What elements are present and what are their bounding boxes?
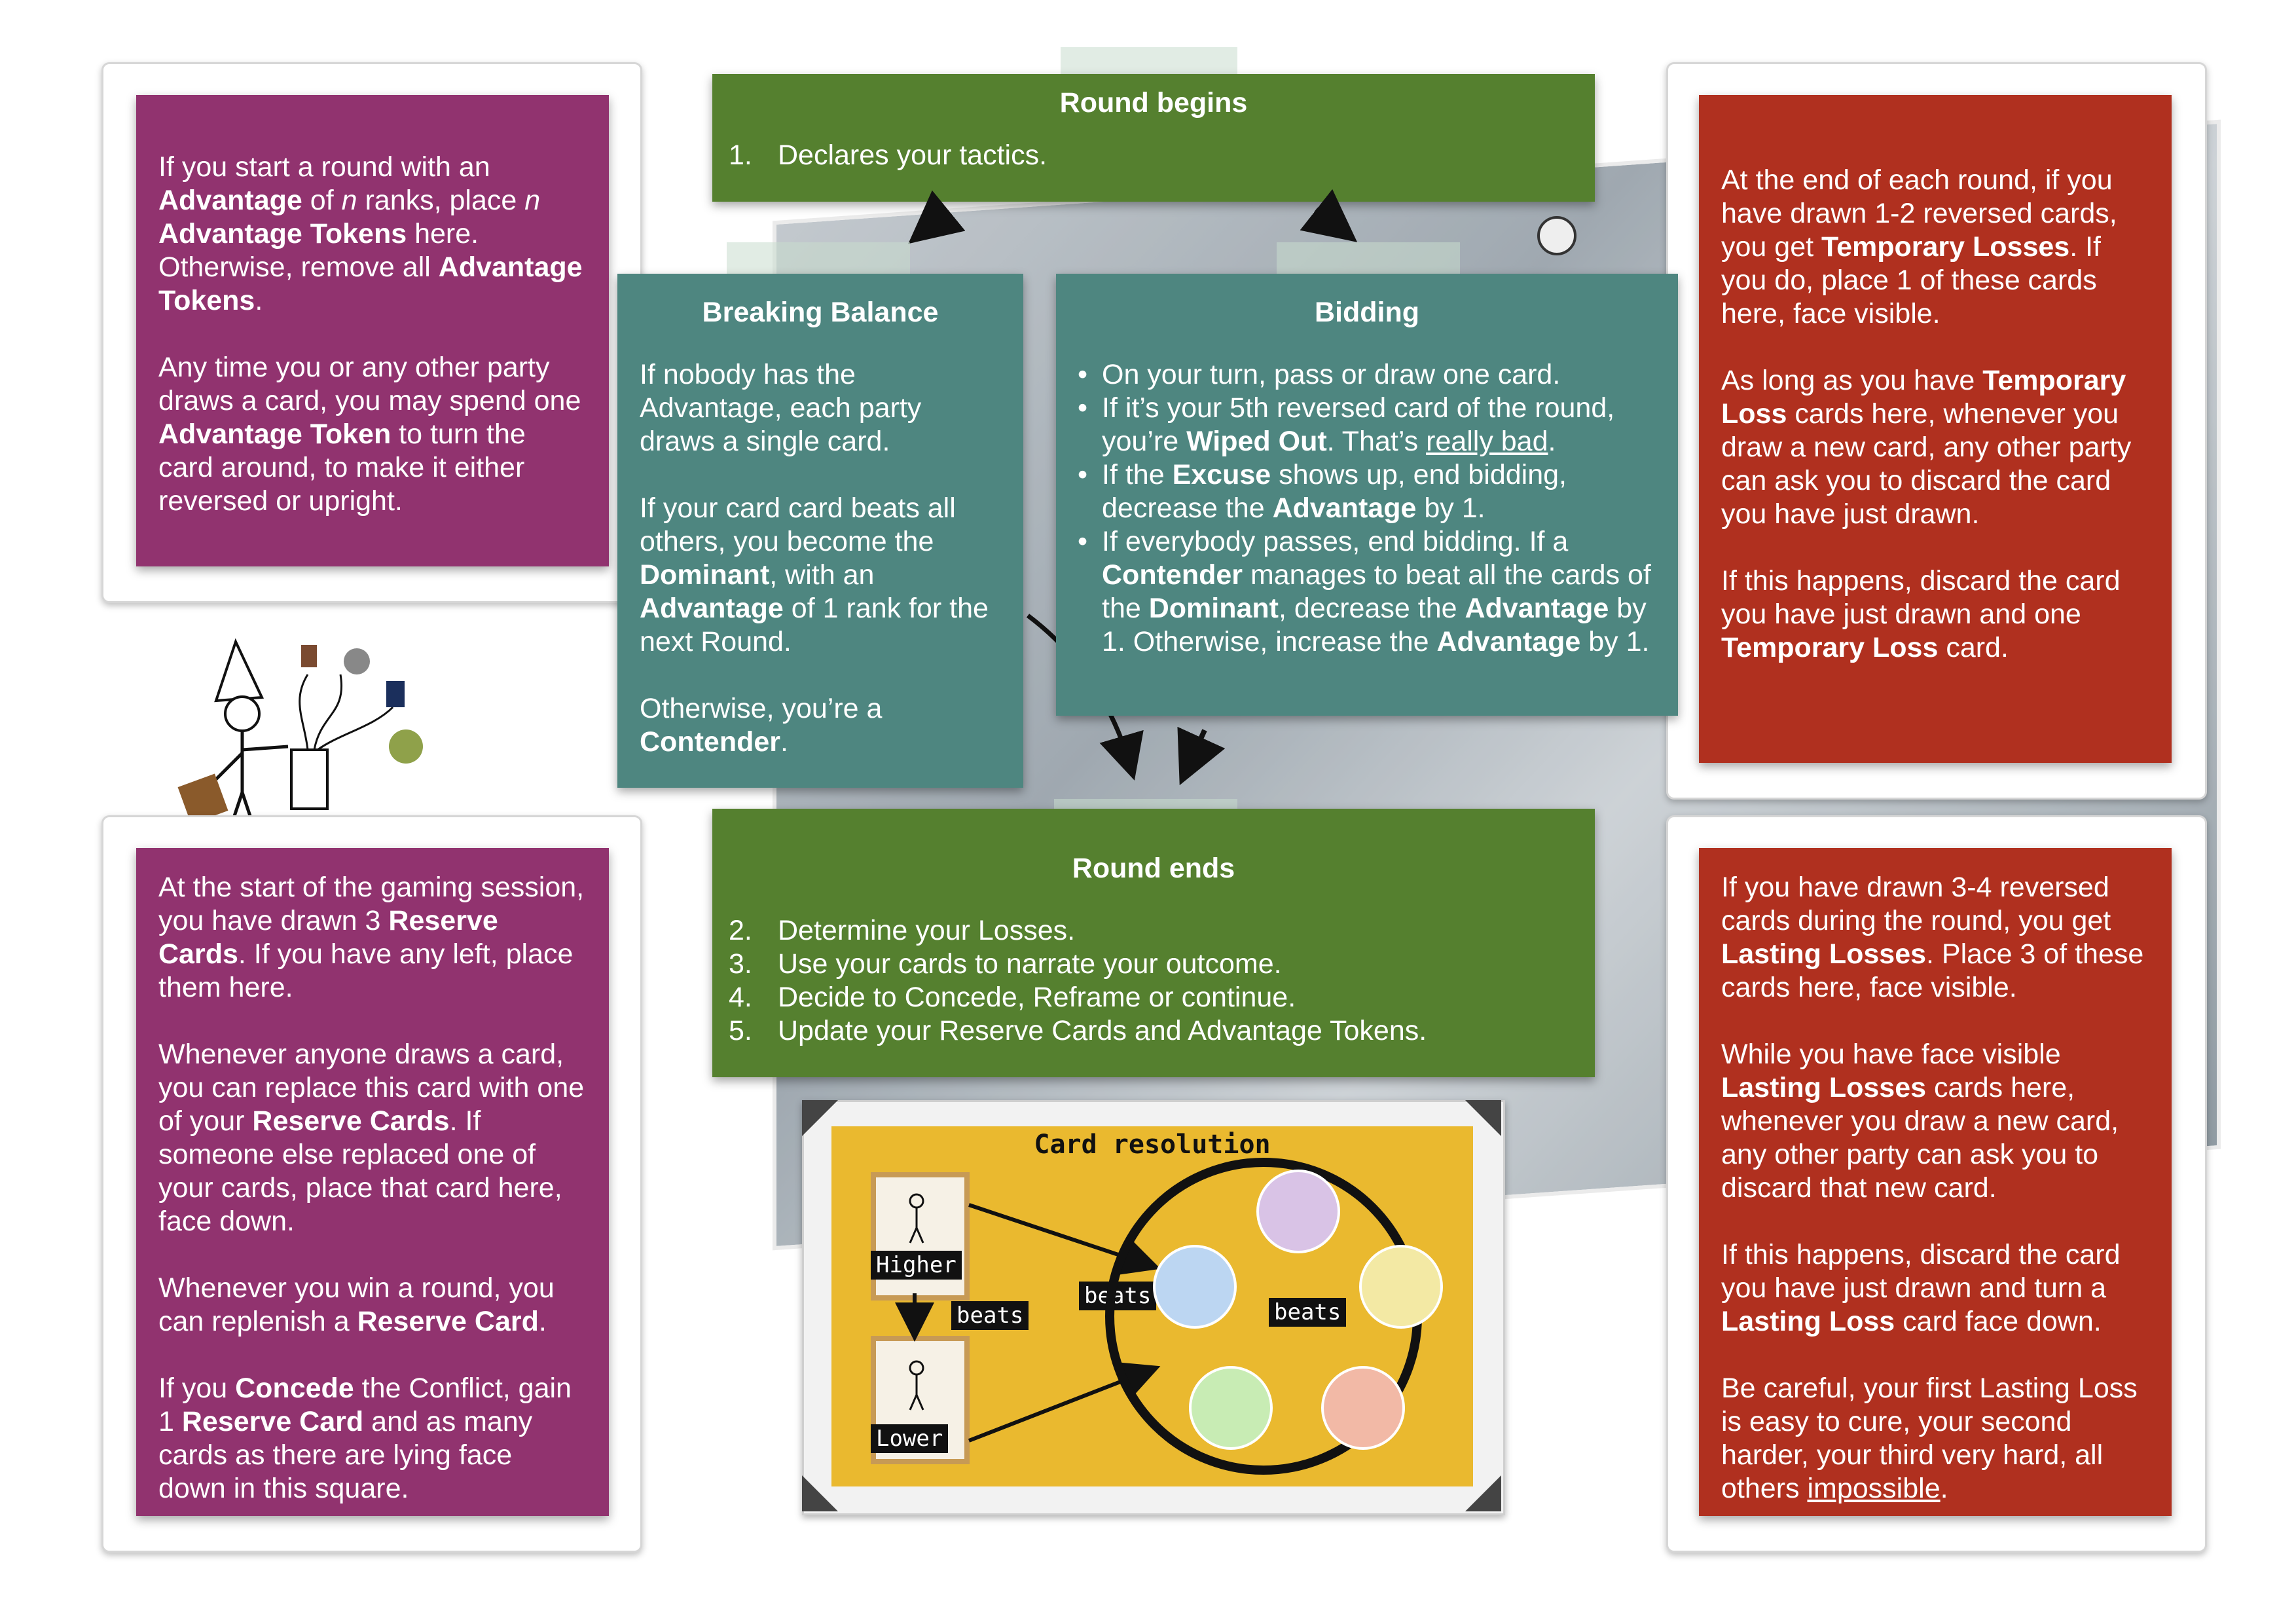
round-begins-box: Round begins 1. Declares your tactics. <box>712 74 1595 202</box>
tape <box>727 242 910 278</box>
beats-label: beats <box>1269 1298 1347 1327</box>
beats-label: beats <box>951 1301 1029 1330</box>
tape <box>1277 242 1460 278</box>
card-resolution-panel: Card resolution Higher Lower beats beats… <box>831 1126 1473 1486</box>
lasting-losses-box: If you have drawn 3-4 reversed cards dur… <box>1699 848 2172 1516</box>
bidding-box: Bidding • On your turn, pass or draw one … <box>1056 274 1678 716</box>
breaking-balance-title: Breaking Balance <box>702 297 939 328</box>
bidding-title: Bidding <box>1314 297 1419 328</box>
higher-label: Higher <box>871 1251 962 1280</box>
round-ends-box: Round ends 2. Determine your Losses. 3. Us… <box>712 809 1595 1077</box>
stick-figure-icon <box>909 1193 924 1244</box>
stick-figure-icon <box>909 1360 924 1411</box>
bullet-item: • On your turn, pass or draw one card. <box>1078 359 1561 390</box>
round-ends-title: Round ends <box>1072 853 1235 884</box>
step-item: 2. Determine your Losses. <box>729 915 1076 946</box>
bullet-item: • If everybody passes, end bidding. If a … <box>1078 526 1651 657</box>
step-item: 3. Use your cards to narrate your outcome… <box>729 948 1282 980</box>
breaking-balance-box: Breaking Balance If nobody has the Advan… <box>617 274 1023 788</box>
round-begins-title: Round begins <box>1059 87 1248 119</box>
lower-label: Lower <box>871 1424 949 1453</box>
step-item: 1. Declares your tactics. <box>729 139 1048 171</box>
card-resolution-title: Card resolution <box>1034 1130 1271 1160</box>
temporary-losses-box: At the end of each round, if you have dr… <box>1699 95 2172 763</box>
advantage-tokens-box: If you start a round with an Advantage o… <box>136 95 609 566</box>
resolution-arrows <box>895 1158 1443 1475</box>
magician-illustration <box>177 638 423 832</box>
step-item: 5. Update your Reserve Cards and Advantag… <box>729 1015 1427 1046</box>
step-item: 4. Decide to Concede, Reframe or continue… <box>729 982 1296 1013</box>
bullet-item: • If it’s your 5th reversed card of the r… <box>1078 392 1615 457</box>
reserve-cards-box: At the start of the gaming session, you … <box>136 848 609 1516</box>
beats-label: beats <box>1079 1282 1157 1310</box>
bullet-item: • If the Excuse shows up, end bidding, de… <box>1078 459 1567 524</box>
